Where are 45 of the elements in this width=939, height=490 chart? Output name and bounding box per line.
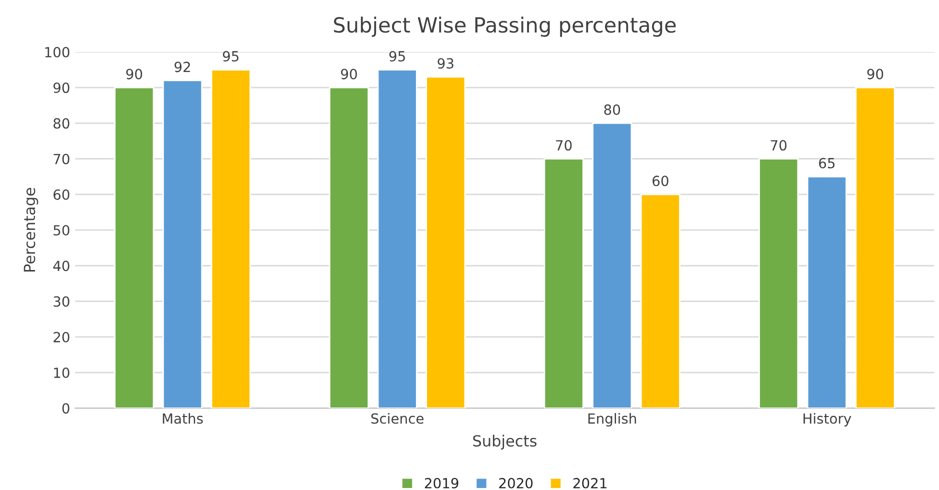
bar [328,86,370,408]
bar [210,69,251,408]
y-tick-label: 60 [54,189,70,200]
y-tick-label: 0 [62,403,70,414]
data-label: 90 [341,68,357,80]
y-tick-label: 50 [54,225,70,236]
x-axis-title: Subjects [473,434,536,450]
x-tick-label: Science [371,413,424,424]
data-label: 90 [126,68,142,80]
x-tick-label: Maths [162,413,203,424]
data-label: 92 [174,62,190,72]
data-label: 93 [438,58,454,69]
bar [426,76,466,408]
data-label: 70 [556,140,572,151]
y-tick-label: 10 [54,368,70,378]
bar [544,158,584,408]
data-label: 95 [222,51,238,62]
chart-title: Subject Wise Passing percentage [334,16,676,37]
legend-label: 2019 [424,478,458,488]
y-tick-label: 100 [45,46,70,58]
y-tick-label: 30 [54,296,70,307]
y-tick-label: 20 [54,332,70,342]
bar [162,80,203,408]
bar [806,176,847,408]
y-tick-label: 90 [53,82,70,94]
bar [114,86,154,408]
bar [855,86,896,408]
y-axis-title: Percentage [24,188,38,272]
data-label: 70 [770,140,786,151]
data-label: 65 [819,158,835,168]
y-tick-label: 40 [53,260,70,272]
legend-label: 2020 [499,478,533,488]
legend-label: 2021 [573,478,606,488]
bar [640,194,680,408]
data-label: 90 [867,68,884,80]
y-tick-label: 80 [54,118,70,129]
x-tick-label: English [588,413,636,426]
bar [377,69,418,408]
data-label: 80 [604,104,620,115]
y-tick-label: 70 [54,154,70,164]
bar [592,122,632,408]
x-tick-label: History [804,413,852,426]
data-label: 60 [652,176,668,186]
data-label: 95 [389,51,405,62]
bar [758,158,799,408]
